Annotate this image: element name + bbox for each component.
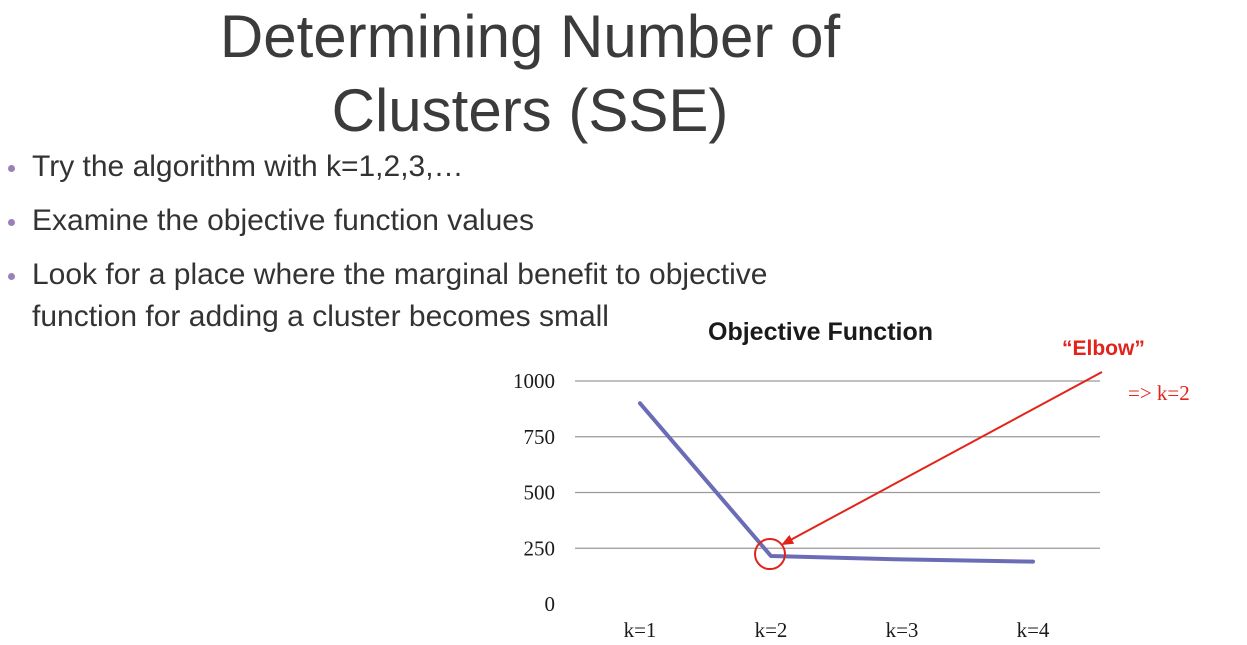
elbow-annotation-result: => k=2 xyxy=(1128,381,1190,405)
chart-title: Objective Function xyxy=(708,318,934,346)
slide-title-line-1: Determining Number of xyxy=(219,3,841,70)
bullet-list: Try the algorithm with k=1,2,3,… Examine… xyxy=(8,146,868,350)
y-tick-label-1000: 1000 xyxy=(513,369,555,393)
x-tick-label-1: k=1 xyxy=(624,618,657,642)
bullet-item-1: Try the algorithm with k=1,2,3,… xyxy=(8,146,868,188)
x-tick-label-3: k=3 xyxy=(886,618,919,642)
y-tick-label-750: 750 xyxy=(524,425,556,449)
bullet-item-3: Look for a place where the marginal bene… xyxy=(8,254,868,338)
series-line-1 xyxy=(638,401,1035,564)
slide-title-line-2: Clusters (SSE) xyxy=(331,77,729,144)
elbow-circle xyxy=(754,538,786,571)
x-tick-label-2: k=2 xyxy=(755,618,788,642)
slide-title: Determining Number of Clusters (SSE) xyxy=(0,0,1060,148)
elbow-annotation-label: “Elbow” xyxy=(1062,337,1145,360)
y-tick-label-250: 250 xyxy=(524,536,556,560)
y-tick-label-500: 500 xyxy=(524,481,556,505)
y-tick-label-0: 0 xyxy=(545,592,556,616)
bullet-item-2: Examine the objective function values xyxy=(8,200,868,242)
x-tick-label-4: k=4 xyxy=(1017,618,1050,642)
elbow-arrow xyxy=(781,371,1103,546)
